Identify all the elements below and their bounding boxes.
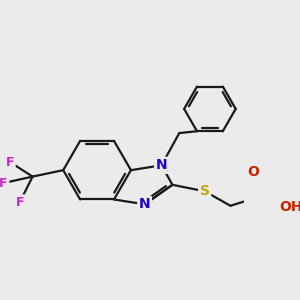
Text: N: N <box>156 158 167 172</box>
Text: OH: OH <box>279 200 300 214</box>
Text: F: F <box>0 176 8 190</box>
Text: F: F <box>15 196 24 209</box>
Text: F: F <box>6 156 14 169</box>
Text: O: O <box>247 165 259 179</box>
Text: N: N <box>139 197 150 211</box>
Text: S: S <box>200 184 210 198</box>
